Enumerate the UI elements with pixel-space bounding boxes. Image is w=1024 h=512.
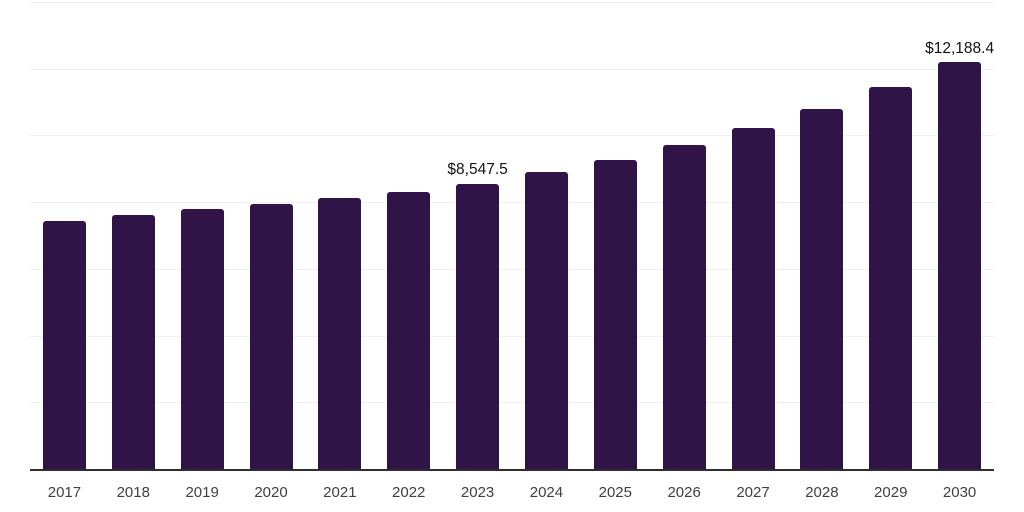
bar-cell-2025 [581,2,650,469]
gridline [30,2,994,3]
bar-2030[interactable] [938,62,982,469]
x-tick-label-2025: 2025 [598,484,632,501]
bar-cell-2029 [856,2,925,469]
x-tick-label-2021: 2021 [323,484,357,501]
bar-cell-2024 [512,2,581,469]
bars-row: $8,547.5 $12,188.4 [30,2,994,469]
bar-2021[interactable] [318,198,362,469]
bar-2024[interactable] [524,172,568,469]
x-axis-tick-labels: 2017 2018 2019 2020 2021 2022 2023 2024 2025 2026… [30,485,994,500]
gridline [30,135,994,137]
bar-cell-2019 [168,2,237,469]
bar-cell-2021 [305,2,374,469]
bar-2022[interactable] [387,192,431,469]
bar-cell-2022 [374,2,443,469]
bar-value-label-2030: $12,188.4 [925,39,995,57]
x-tick-label-2022: 2022 [392,484,426,501]
gridline [30,268,994,270]
x-tick-label-2029: 2029 [874,484,908,501]
gridline [30,402,994,404]
gridline [30,68,994,70]
bar-cell-2028 [787,2,856,469]
bar-2019[interactable] [180,209,224,469]
x-tick-label-2026: 2026 [667,484,701,501]
x-tick-label-2023: 2023 [460,484,495,501]
bar-2020[interactable] [249,203,293,469]
bar-2018[interactable] [111,215,155,469]
bar-cell-2018 [99,2,168,469]
x-tick-label-2020: 2020 [254,484,288,501]
bar-cell-2020 [237,2,306,469]
plot-area: $8,547.5 $12,188.4 [30,2,994,471]
gridline [30,202,994,204]
bar-2029[interactable] [869,87,913,469]
bar-value-label-2023: $8,547.5 [447,161,508,179]
bar-2017[interactable] [42,220,86,469]
bar-2023[interactable] [456,183,500,469]
x-tick-label-2019: 2019 [185,484,219,501]
x-axis-line [30,469,994,471]
bar-cell-2030: $12,188.4 [925,2,994,469]
bar-2026[interactable] [662,145,706,469]
bar-cell-2023: $8,547.5 [443,2,512,469]
bar-2025[interactable] [593,160,637,469]
bar-cell-2026 [650,2,719,469]
bar-cell-2027 [719,2,788,469]
bar-2027[interactable] [731,128,775,469]
bar-cell-2017 [30,2,99,469]
x-tick-label-2030: 2030 [942,484,977,501]
x-tick-label-2027: 2027 [736,484,770,501]
x-tick-label-2017: 2017 [47,484,82,501]
x-tick-label-2018: 2018 [116,484,150,501]
x-tick-label-2028: 2028 [805,484,839,501]
bar-2028[interactable] [800,108,844,469]
x-tick-label-2024: 2024 [529,484,564,501]
gridline [30,335,994,337]
